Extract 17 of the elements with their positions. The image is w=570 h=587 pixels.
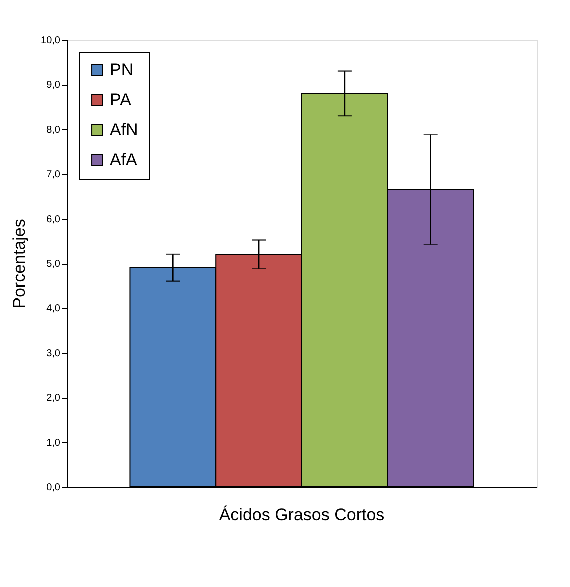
legend-label: AfN bbox=[110, 120, 138, 140]
y-tick-label: 7,0 bbox=[46, 170, 61, 181]
legend-label: AfA bbox=[110, 150, 138, 170]
y-tick-label: 8,0 bbox=[46, 124, 61, 136]
y-tick-label: 10,0 bbox=[41, 36, 61, 46]
y-tick-label: 4,0 bbox=[46, 304, 61, 315]
y-tick-label: 6,0 bbox=[46, 214, 61, 226]
y-tick-label: 9,0 bbox=[46, 80, 61, 92]
x-tick-label: Ácidos Grasos Cortos bbox=[219, 506, 385, 524]
y-tick-label: 3,0 bbox=[46, 348, 61, 360]
legend-label: PN bbox=[110, 60, 134, 80]
y-axis-title: Porcentajes bbox=[10, 219, 30, 309]
legend-label: PA bbox=[110, 90, 132, 110]
y-tick-label: 0,0 bbox=[46, 482, 61, 494]
y-tick-label: 2,0 bbox=[46, 393, 61, 404]
y-tick-label: 1,0 bbox=[46, 438, 61, 449]
y-tick-label: 5,0 bbox=[46, 259, 61, 270]
